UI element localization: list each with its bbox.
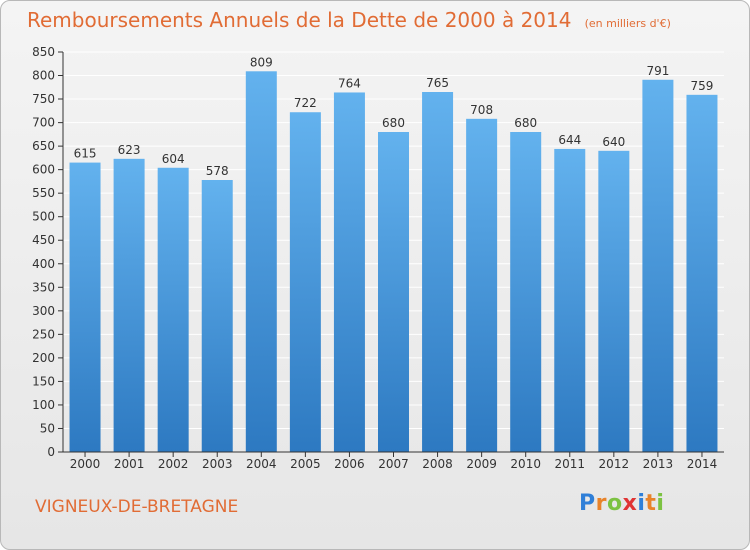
y-tick-label-150: 150 [32,374,55,388]
x-tick-label-2014: 2014 [687,457,718,471]
bar-value-label-2011: 644 [558,133,581,147]
y-tick-label-200: 200 [32,351,55,365]
bar-value-label-2007: 680 [382,116,405,130]
x-tick-label-2001: 2001 [114,457,145,471]
bar-2010[interactable] [510,132,542,452]
x-tick-label-2007: 2007 [378,457,409,471]
x-tick-label-2013: 2013 [643,457,674,471]
bar-value-label-2012: 640 [602,135,625,149]
city-name: VIGNEUX-DE-BRETAGNE [35,497,239,517]
bar-2009[interactable] [466,118,498,452]
bar-value-label-2013: 791 [646,64,669,78]
y-tick-label-800: 800 [32,69,55,83]
bar-2007[interactable] [378,132,409,452]
y-tick-label-250: 250 [32,327,55,341]
x-tick-label-2012: 2012 [599,457,630,471]
y-tick-label-850: 850 [32,45,55,59]
logo-letter-0: P [579,491,596,516]
logo-letter-1: r [595,491,607,516]
bar-2000[interactable] [69,162,101,452]
x-tick-label-2009: 2009 [466,457,497,471]
bar-value-label-2005: 722 [294,96,317,110]
bar-value-label-2009: 708 [470,103,493,117]
y-tick-label-350: 350 [32,280,55,294]
bar-value-label-2014: 759 [691,79,714,93]
x-tick-label-2004: 2004 [246,457,277,471]
y-tick-label-550: 550 [32,186,55,200]
bar-value-label-2010: 680 [514,116,537,130]
bar-2008[interactable] [422,92,454,452]
bar-2003[interactable] [201,180,233,452]
bar-2005[interactable] [289,112,321,452]
bar-2012[interactable] [598,150,630,452]
x-tick-label-2011: 2011 [554,457,585,471]
logo-letter-4: i [637,491,646,516]
bar-2004[interactable] [245,71,277,452]
bar-2014[interactable] [686,94,718,452]
y-tick-label-400: 400 [32,257,55,271]
x-tick-label-2010: 2010 [510,457,541,471]
logo-letter-6: i [656,491,665,516]
y-tick-label-700: 700 [32,116,55,130]
logo-letter-3: x [622,491,638,516]
y-tick-label-500: 500 [32,210,55,224]
y-tick-label-600: 600 [32,163,55,177]
x-tick-label-2008: 2008 [422,457,453,471]
y-tick-label-650: 650 [32,139,55,153]
bar-2002[interactable] [157,167,189,452]
chart-subtitle: (en milliers d'€) [584,17,671,30]
y-tick-label-0: 0 [47,445,55,459]
bar-2011[interactable] [554,148,586,453]
y-tick-label-450: 450 [32,233,55,247]
x-tick-label-2000: 2000 [70,457,101,471]
proxiti-logo[interactable]: Proxiti [579,491,664,516]
bar-value-label-2006: 764 [338,76,361,90]
bar-2006[interactable] [333,92,365,453]
x-tick-label-2005: 2005 [290,457,321,471]
chart-title-text: Remboursements Annuels de la Dette de 20… [27,8,572,32]
chart-title: Remboursements Annuels de la Dette de 20… [27,8,671,32]
logo-letter-5: t [645,491,657,516]
bar-value-label-2004: 809 [250,55,273,69]
x-tick-label-2003: 2003 [202,457,233,471]
x-tick-label-2006: 2006 [334,457,365,471]
x-tick-label-2002: 2002 [158,457,189,471]
bar-value-label-2008: 765 [426,76,449,90]
bar-2001[interactable] [113,158,145,452]
bar-value-label-2001: 623 [118,143,141,157]
bar-value-label-2000: 615 [74,147,97,161]
bar-value-label-2002: 604 [162,152,185,166]
y-tick-label-50: 50 [40,421,55,435]
logo-letter-2: o [606,491,623,516]
bar-2013[interactable] [642,79,674,452]
bar-value-label-2003: 578 [206,164,229,178]
y-tick-label-100: 100 [32,398,55,412]
y-tick-label-300: 300 [32,304,55,318]
y-tick-label-750: 750 [32,92,55,106]
